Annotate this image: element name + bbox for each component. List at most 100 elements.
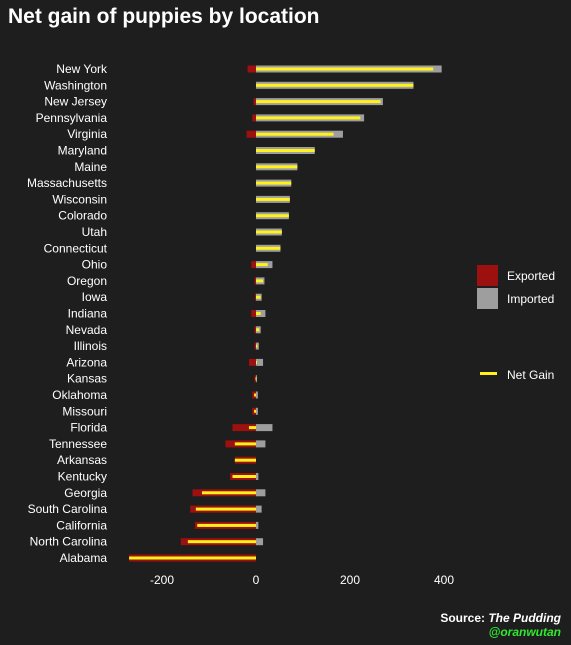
- net-gain-bar-connecticut: [256, 246, 281, 250]
- y-tick-label-pennsylvania: Pennsylvania: [36, 111, 108, 125]
- y-tick-label-utah: Utah: [82, 225, 107, 239]
- exported-bar-arizona: [248, 358, 256, 366]
- legend-swatch-exported: [477, 265, 498, 286]
- net-gain-bar-new-jersey: [256, 100, 381, 104]
- y-tick-label-oklahoma: Oklahoma: [52, 388, 107, 402]
- y-tick-label-kentucky: Kentucky: [58, 470, 107, 484]
- net-gain-bar-oregon: [256, 279, 264, 283]
- y-tick-label-colorado: Colorado: [58, 209, 107, 223]
- y-tick-label-north-carolina: North Carolina: [30, 535, 108, 549]
- y-tick-label-oregon: Oregon: [67, 274, 107, 288]
- exported-bar-pennsylvania: [252, 114, 256, 122]
- y-tick-label-maine: Maine: [74, 160, 107, 174]
- imported-bar-missouri: [256, 407, 258, 415]
- x-tick-label-minus-200: -200: [150, 573, 174, 587]
- y-tick-label-new-york: New York: [56, 62, 108, 76]
- x-tick-label-200: 200: [340, 573, 360, 587]
- y-tick-label-tennessee: Tennessee: [49, 437, 107, 451]
- exported-bar-nevada: [254, 326, 256, 334]
- y-tick-label-ohio: Ohio: [82, 258, 108, 272]
- exported-bar-ohio: [251, 261, 256, 269]
- legend-swatch-imported: [477, 288, 498, 309]
- imported-bar-florida: [256, 424, 273, 432]
- y-tick-label-wisconsin: Wisconsin: [52, 192, 107, 206]
- legend-label-net-gain: Net Gain: [507, 368, 554, 382]
- net-gain-bar-washington: [256, 83, 414, 87]
- imported-bar-california: [256, 521, 259, 529]
- net-gain-bar-florida: [248, 426, 256, 430]
- x-tick-label-0: 0: [253, 573, 260, 587]
- chart-title: Net gain of puppies by location: [8, 5, 320, 28]
- exported-bar-virginia: [246, 130, 256, 138]
- net-gain-bar-georgia: [201, 491, 256, 495]
- imported-bar-tennessee: [256, 440, 266, 448]
- y-tick-label-connecticut: Connecticut: [44, 241, 108, 255]
- exported-bar-illinois: [254, 342, 256, 350]
- net-gain-bar-tennessee: [234, 442, 256, 446]
- y-tick-label-indiana: Indiana: [68, 307, 108, 321]
- y-tick-label-california: California: [56, 518, 107, 532]
- net-gain-bar-oklahoma: [254, 393, 256, 397]
- exported-bar-new-york: [247, 65, 256, 73]
- imported-bar-north-carolina: [256, 538, 264, 546]
- y-tick-label-georgia: Georgia: [64, 486, 107, 500]
- y-tick-label-illinois: Illinois: [74, 339, 107, 353]
- source-label: Source:: [440, 611, 485, 625]
- source-name: The Pudding: [488, 611, 561, 625]
- y-tick-label-south-carolina: South Carolina: [28, 502, 108, 516]
- imported-bar-kentucky: [256, 473, 259, 480]
- net-gain-bar-ohio: [256, 263, 268, 267]
- y-tick-label-maryland: Maryland: [58, 144, 107, 158]
- net-gain-bar-illinois: [256, 344, 258, 348]
- y-tick-label-kansas: Kansas: [67, 372, 107, 386]
- net-gain-bar-iowa: [256, 295, 261, 299]
- net-gain-bar-alabama: [129, 556, 256, 560]
- exported-bar-kansas: [254, 375, 256, 383]
- y-tick-label-virginia: Virginia: [67, 127, 107, 141]
- y-tick-label-alabama: Alabama: [60, 551, 108, 565]
- exported-bar-florida: [232, 424, 256, 432]
- imported-bar-georgia: [256, 489, 266, 497]
- net-gain-bar-south-carolina: [195, 507, 256, 511]
- exported-bar-iowa: [255, 293, 256, 301]
- author-handle: @oranwutan: [488, 625, 561, 639]
- x-tick-label-400: 400: [434, 573, 454, 587]
- exported-bar-new-jersey: [253, 98, 256, 106]
- net-gain-bar-missouri: [254, 409, 256, 413]
- exported-bar-oregon: [254, 277, 256, 285]
- imported-bar-south-carolina: [256, 505, 262, 513]
- net-gain-bar-utah: [256, 230, 282, 234]
- imported-bar-oklahoma: [256, 391, 258, 399]
- source-credit: Source: The Pudding: [440, 611, 561, 625]
- y-tick-label-iowa: Iowa: [82, 290, 108, 304]
- net-gain-bar-nevada: [256, 328, 260, 332]
- net-gain-bar-massachusetts: [256, 181, 292, 185]
- legend-label-exported: Exported: [507, 269, 555, 283]
- net-gain-bar-wisconsin: [256, 197, 290, 201]
- net-gain-bar-california: [197, 523, 256, 527]
- net-gain-bar-colorado: [256, 214, 289, 218]
- legend-label-imported: Imported: [507, 292, 554, 306]
- y-tick-label-arizona: Arizona: [66, 355, 107, 369]
- y-tick-label-florida: Florida: [70, 421, 107, 435]
- net-gain-bar-maryland: [256, 149, 315, 152]
- net-gain-bar-virginia: [256, 132, 334, 136]
- net-gain-bar-new-york: [256, 67, 434, 71]
- net-gain-bar-kansas: [255, 377, 257, 381]
- legend-swatch-net-gain: [480, 372, 497, 375]
- net-gain-bar-indiana: [256, 312, 261, 315]
- y-tick-label-arkansas: Arkansas: [57, 453, 107, 467]
- net-gain-bar-kentucky: [232, 475, 256, 478]
- y-tick-label-missouri: Missouri: [62, 404, 107, 418]
- net-gain-bar-arkansas: [234, 458, 256, 462]
- net-gain-bar-pennsylvania: [256, 116, 361, 120]
- net-gain-bar-maine: [256, 165, 298, 169]
- y-tick-label-washington: Washington: [44, 78, 107, 92]
- y-tick-label-nevada: Nevada: [66, 323, 108, 337]
- net-gain-bar-north-carolina: [187, 540, 256, 544]
- imported-bar-arizona: [256, 358, 264, 366]
- exported-bar-indiana: [251, 310, 256, 317]
- net-gain-bar-arizona: [256, 360, 257, 364]
- y-tick-label-new-jersey: New Jersey: [44, 95, 107, 109]
